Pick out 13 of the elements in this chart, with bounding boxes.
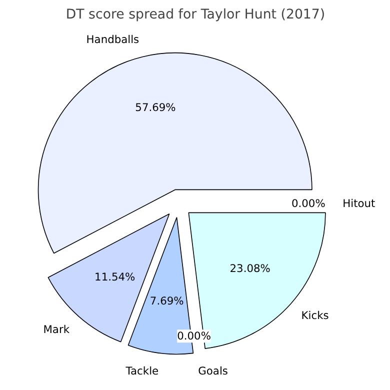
data-label: 23.08% [230, 262, 270, 276]
text: 0.00% [177, 330, 211, 343]
slice-label: Mark [43, 323, 70, 336]
text: 0.00% [291, 196, 326, 210]
slice-label: Kicks [301, 308, 330, 322]
chart-title: DT score spread for Taylor Hunt (2017) [66, 8, 326, 22]
slice-label: Tackle [124, 364, 159, 378]
data-label: 7.69% [150, 294, 184, 308]
category-label: Hitout [342, 196, 376, 210]
data-label: 57.69% [135, 101, 176, 114]
slice-label: Handballs [86, 32, 140, 46]
data-label: 11.54% [94, 270, 136, 284]
category-label: Goals [198, 364, 228, 378]
